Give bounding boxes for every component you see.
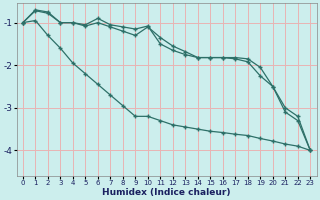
X-axis label: Humidex (Indice chaleur): Humidex (Indice chaleur) xyxy=(102,188,231,197)
